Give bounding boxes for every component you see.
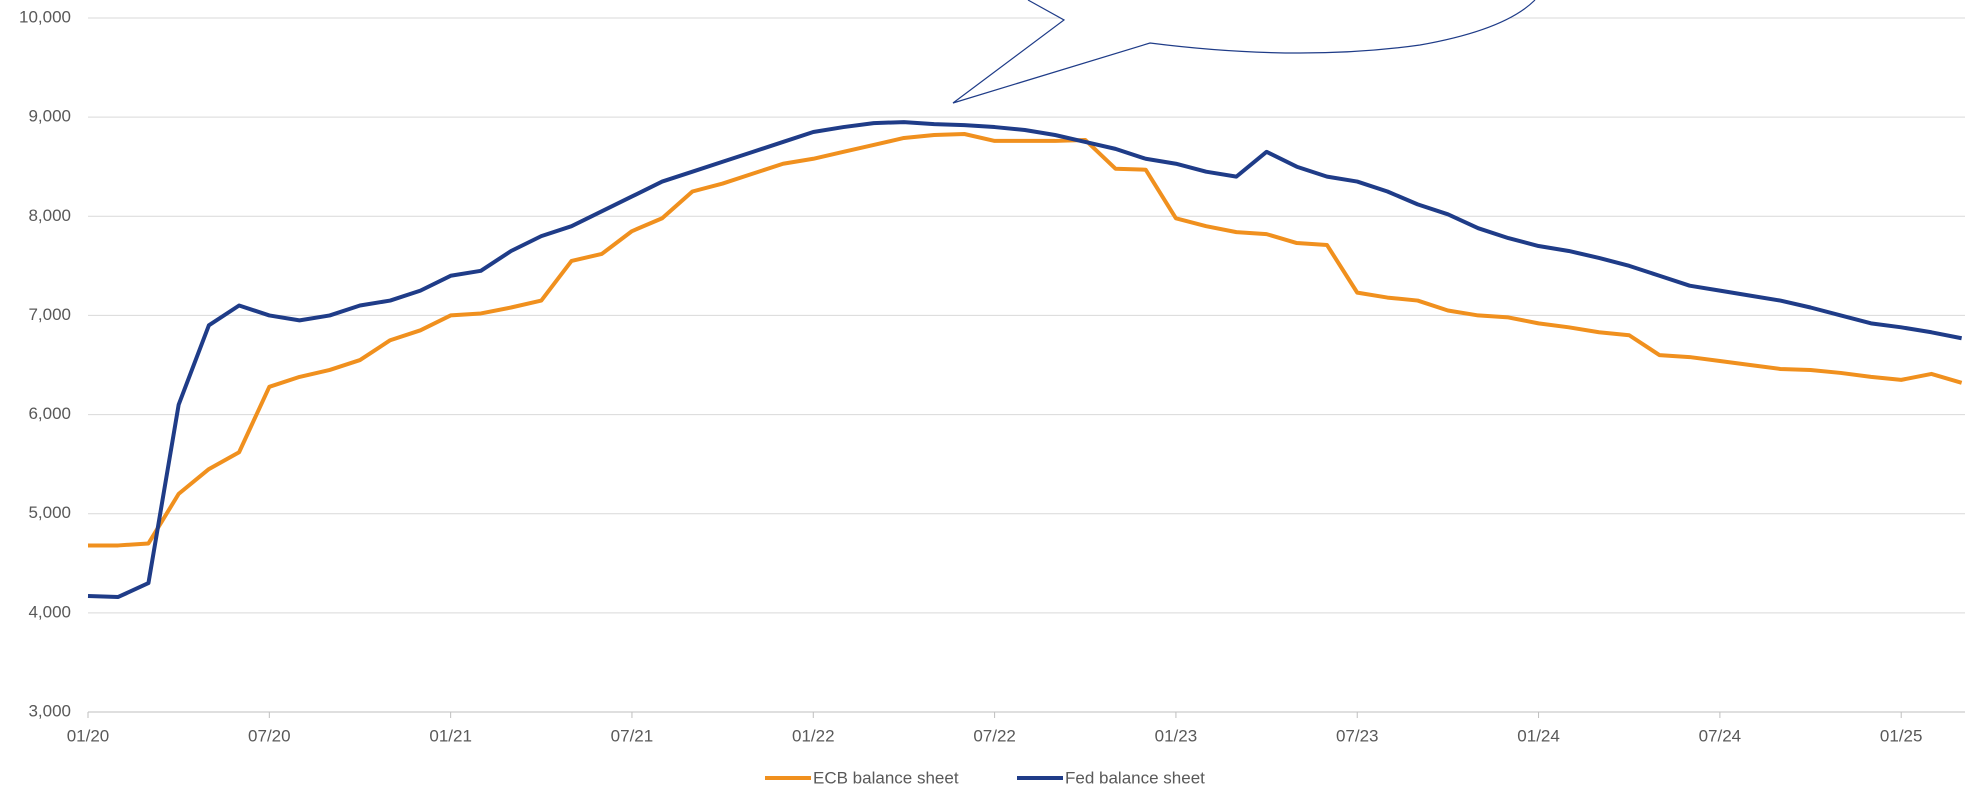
series-line bbox=[87, 120, 1963, 599]
legend-label: ECB balance sheet bbox=[813, 768, 959, 787]
series-line bbox=[88, 131, 1963, 548]
y-tick-label: 8,000 bbox=[28, 206, 71, 225]
callout-bubble bbox=[952, 0, 1536, 104]
y-tick-label: 3,000 bbox=[28, 701, 71, 720]
y-tick-label: 9,000 bbox=[28, 107, 71, 126]
y-tick-label: 6,000 bbox=[28, 404, 71, 423]
y-tick-label: 10,000 bbox=[19, 7, 71, 26]
x-tick-label: 07/22 bbox=[973, 726, 1016, 745]
x-tick-label: 07/21 bbox=[611, 726, 654, 745]
x-tick-label: 01/25 bbox=[1880, 726, 1923, 745]
x-tick-label: 07/20 bbox=[248, 726, 291, 745]
y-tick-label: 5,000 bbox=[28, 503, 71, 522]
x-tick-label: 01/23 bbox=[1155, 726, 1198, 745]
y-tick-label: 4,000 bbox=[28, 602, 71, 621]
x-tick-label: 01/24 bbox=[1517, 726, 1560, 745]
x-tick-label: 07/23 bbox=[1336, 726, 1379, 745]
plot: 3,000 4,000 5,000 6,000 7,000 8,000 9,000 10,00… bbox=[19, 7, 1965, 787]
x-tick-label: 01/22 bbox=[792, 726, 835, 745]
x-tick-label: 01/20 bbox=[67, 726, 110, 745]
x-tick-label: 01/21 bbox=[429, 726, 472, 745]
y-tick-label: 7,000 bbox=[28, 305, 71, 324]
x-tick-label: 07/24 bbox=[1699, 726, 1742, 745]
legend-label: Fed balance sheet bbox=[1065, 768, 1205, 787]
